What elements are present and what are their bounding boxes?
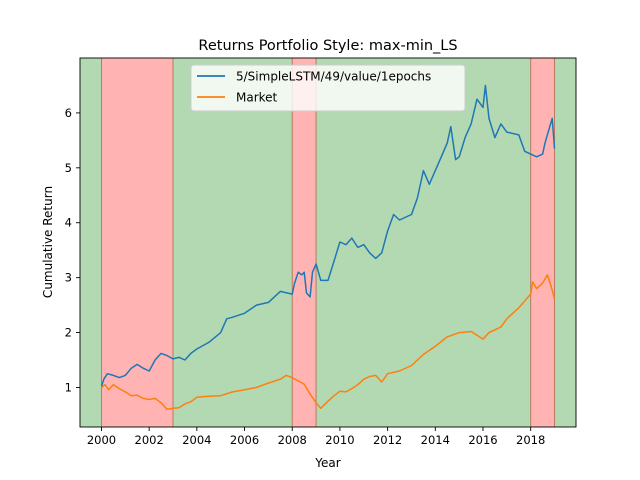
regime-region-up	[80, 58, 102, 427]
x-tick-label: 2012	[373, 433, 402, 447]
x-axis-ticks: 2000 2002 2004 2006 2008 2010 2012 2014 2016 2018	[87, 427, 545, 447]
regime-region-down	[101, 58, 173, 427]
legend-label-lstm: 5/SimpleLSTM/49/value/1epochs	[236, 70, 431, 84]
x-axis-label: Year	[314, 456, 340, 470]
regime-region-down	[530, 58, 555, 427]
y-tick-label: 2	[65, 326, 72, 340]
regime-region-up	[173, 58, 293, 427]
series-line-lstm	[100, 84, 556, 387]
x-tick-label: 2002	[135, 433, 164, 447]
series-line-market	[101, 274, 556, 411]
regime-region-up	[554, 58, 576, 427]
legend-label-market: Market	[236, 91, 278, 105]
y-tick-label: 1	[65, 380, 72, 394]
regime-regions	[80, 58, 576, 427]
y-tick-label: 3	[65, 271, 72, 285]
y-tick-label: 5	[65, 161, 72, 175]
x-tick-label: 2008	[278, 433, 307, 447]
y-axis-label: Cumulative Return	[41, 186, 55, 298]
x-tick-label: 2004	[182, 433, 211, 447]
x-tick-label: 2000	[87, 433, 116, 447]
y-tick-label: 4	[65, 216, 72, 230]
series-group	[100, 84, 556, 411]
legend: 5/SimpleLSTM/49/value/1epochs Market	[190, 64, 466, 112]
x-tick-label: 2018	[516, 433, 545, 447]
x-tick-label: 2014	[421, 433, 450, 447]
regime-region-down	[292, 58, 317, 427]
legend-box	[190, 64, 466, 112]
y-axis-ticks: 1 2 3 4 5 6	[65, 106, 80, 394]
axes-frame	[79, 57, 577, 428]
x-tick-label: 2006	[230, 433, 259, 447]
chart-title: Returns Portfolio Style: max-min_LS	[198, 38, 457, 54]
y-tick-label: 6	[65, 106, 72, 120]
plot-area	[79, 57, 577, 428]
x-tick-label: 2016	[468, 433, 497, 447]
x-tick-label: 2010	[325, 433, 354, 447]
regime-region-up	[316, 58, 531, 427]
